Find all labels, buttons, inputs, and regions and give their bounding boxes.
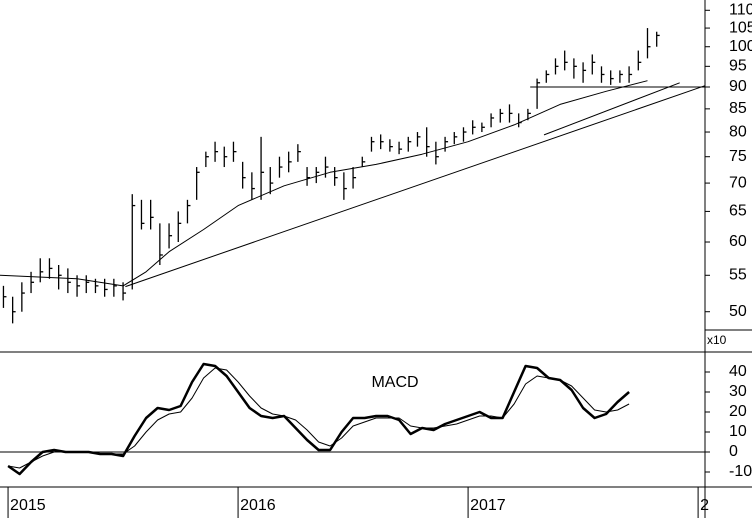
x-tick-label: 2015 (10, 497, 46, 514)
y-tick-label: 85 (729, 100, 747, 117)
y-tick-label: 30 (729, 383, 747, 400)
overlay-line (543, 82, 680, 136)
y-tick-label: 80 (729, 123, 747, 140)
y-tick-label: 60 (729, 233, 747, 250)
macd-line (8, 367, 630, 469)
y-tick-label: -10 (729, 463, 752, 480)
overlay-line (125, 85, 706, 288)
overlay-line (0, 80, 648, 287)
y-tick-label: 50 (729, 303, 747, 320)
y-tick-label: 70 (729, 174, 747, 191)
y-tick-label: 40 (729, 363, 747, 380)
y-tick-label: 0 (729, 443, 738, 460)
y-tick-label: 90 (729, 78, 747, 95)
y-tick-label: 75 (729, 148, 747, 165)
y-tick-label: 20 (729, 403, 747, 420)
x-tick-label: 2017 (470, 497, 506, 514)
y-tick-label: 10 (729, 423, 747, 440)
x-tick-label: 2 (700, 497, 709, 514)
y-tick-label: 110 (729, 2, 752, 19)
y-tick-label: 55 (729, 267, 747, 284)
y-tick-label: 100 (729, 38, 752, 55)
axis-note: x10 (707, 333, 727, 347)
x-tick-label: 2016 (240, 497, 276, 514)
macd-title: MACD (371, 374, 418, 391)
y-tick-label: 65 (729, 203, 747, 220)
y-tick-label: 105 (729, 19, 752, 36)
y-tick-label: 95 (729, 58, 747, 75)
